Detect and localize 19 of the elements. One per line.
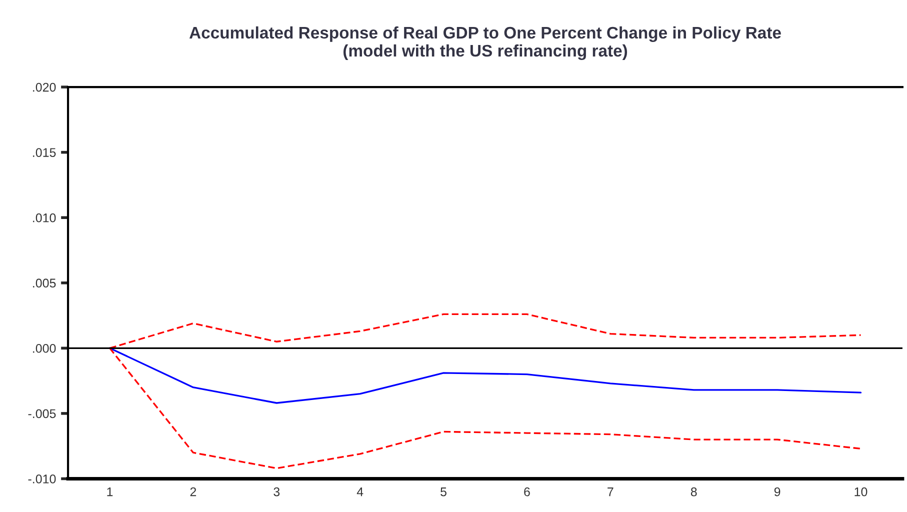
y-tick-label: .010 [33,213,56,222]
y-tick-label: .005 [33,278,56,288]
y-tick-label: .020 [33,82,56,92]
x-tick-label: 10 [854,487,868,496]
x-tick-label: 7 [608,488,614,496]
x-tick-label: 6 [524,487,530,496]
y-tick-label: -.010 [28,474,56,484]
x-tick-label: 8 [690,487,697,496]
x-tick-label: 1 [107,488,113,496]
line-series [108,347,862,404]
x-tick-label: 2 [190,487,196,496]
x-tick-label: 9 [774,487,780,496]
x-tick-label: 3 [274,487,280,496]
chart-title: Accumulated Response of Real GDP to One Percent Change in Policy Rate (model with the US refinancing rate) [189,26,781,60]
y-tick-label: -.005 [28,409,56,418]
y-tick-label: .015 [33,148,56,157]
x-tick-label: 4 [356,488,364,496]
y-tick-label: .000 [33,344,56,353]
x-tick-label: 5 [440,488,446,496]
